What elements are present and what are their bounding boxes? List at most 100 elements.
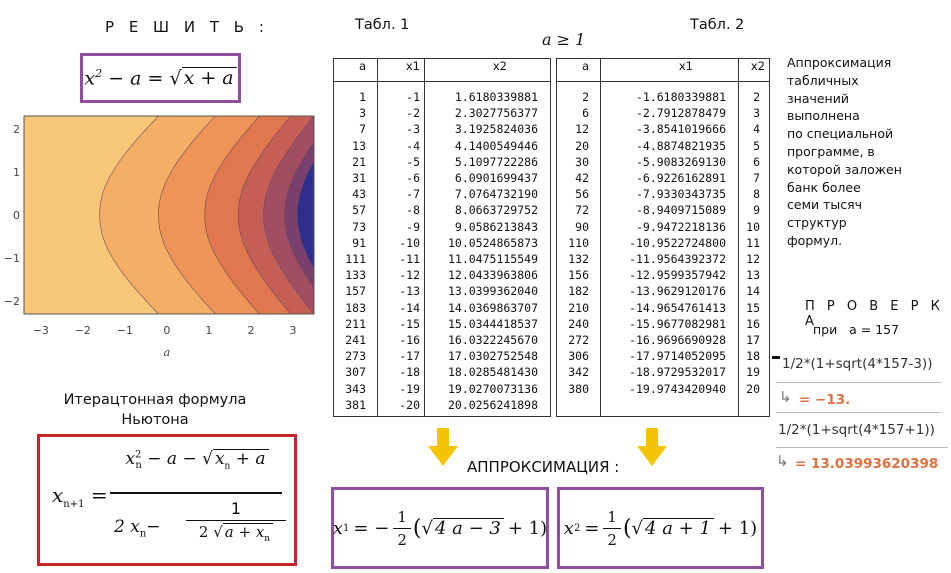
table2-cell: 380 [568, 381, 589, 396]
table1-cell: 1.6180339881 [454, 90, 538, 104]
table2-cell: -11.9564392372 [629, 252, 726, 266]
result-arrow-2-icon: ↳ [776, 452, 789, 470]
x2-sqrt-sign: √ [631, 517, 644, 539]
table1-cell: -14 [399, 300, 420, 315]
table2-cell: -18.9729532017 [629, 365, 726, 380]
newton-formula-box: xn+1 = x2n − a − √ xn + a 2 xn− 1 2 √ a + … [37, 434, 297, 566]
x-tick-label: 1 [205, 324, 212, 337]
den-frac-bar [186, 520, 286, 522]
condition-label: a ≥ 1 [542, 30, 586, 49]
x-axis-label: a [164, 346, 171, 359]
check-result-1: = −13. [799, 392, 851, 408]
table2-cell: -7.9330343735 [635, 187, 726, 202]
newton-lhs-sub: n+1 [63, 499, 85, 510]
table1-cell: 15.0344418537 [447, 316, 538, 331]
num-sup: 2 [135, 449, 142, 461]
table1-cell: -13 [399, 284, 420, 299]
table2-cell: -6.9226162891 [635, 171, 726, 185]
table1-cell: 157 [345, 284, 366, 299]
x1-lhs: x [332, 517, 344, 539]
x2-open-paren: ( [622, 515, 632, 541]
x-tick-label: 0 [163, 324, 170, 337]
check-expr-2[interactable]: 1/2*(1+sqrt(4*157+1)) [778, 422, 935, 438]
table1-cell: 307 [345, 365, 366, 380]
table1-cell: 18.0285481430 [447, 365, 538, 380]
x-tick-label: 2 [247, 324, 254, 337]
table2-cell: 56 [575, 187, 589, 202]
table2-cell: 9 [753, 203, 760, 218]
table2-cell: 72 [575, 203, 589, 218]
table1-cell: 1 [359, 90, 366, 104]
table1-cell: 43 [352, 187, 366, 202]
table1-cell: 5.1097722286 [454, 154, 538, 169]
check-expr-1[interactable]: 1/2*(1+sqrt(4*157-3)) [782, 356, 933, 372]
table2-cell: 18 [746, 349, 760, 364]
newton-fraction-bar [110, 492, 282, 494]
table2-cell: -13.9629120176 [629, 284, 726, 299]
table2-cell: -1.6180339881 [635, 90, 726, 104]
table1-cell: 381 [345, 397, 366, 412]
table2-cell: 240 [568, 316, 589, 331]
table1-cell: -4 [406, 138, 420, 153]
x1-sqrt-content: 4 a − 3 [432, 517, 504, 539]
x-tick-label: −2 [75, 324, 91, 337]
x1-half-den: 2 [397, 530, 407, 549]
table1-cell: -5 [406, 154, 420, 169]
down-arrow-left-icon [428, 428, 458, 466]
table2-cell: 156 [568, 268, 589, 283]
table1-cell: 91 [352, 235, 366, 250]
table2-cell: -10.9522724800 [629, 235, 726, 250]
table1-cell: -9 [406, 219, 420, 234]
x2-lhs: x [563, 517, 574, 539]
den-2x: 2 x [114, 517, 140, 537]
x-tick-label: −1 [117, 324, 133, 337]
table2-header-x2: x2 [750, 59, 765, 73]
table1-cell: -2 [406, 106, 420, 121]
x2-half-num: 1 [603, 508, 621, 529]
table1-cell: 211 [345, 316, 366, 331]
input-cursor [772, 356, 780, 359]
table1-cell: 241 [345, 333, 366, 347]
table2-cell: 42 [575, 171, 589, 185]
table1-cell: -1 [406, 90, 420, 104]
num-sqrt-sign: √ [202, 449, 213, 469]
table2-cell: 3 [753, 106, 760, 121]
approx-note: Аппроксимация табличных значений выполне… [787, 55, 902, 248]
den-frac-num: 1 [230, 499, 242, 518]
y-tick-label: 2 [13, 123, 20, 136]
table1-cell: -15 [399, 316, 420, 331]
table2-cell: 110 [568, 235, 589, 250]
table2-cell: 17 [746, 333, 760, 347]
table1-cell: -17 [399, 349, 420, 364]
table2-cell: -3.8541019666 [635, 122, 726, 137]
eq-x: x [84, 67, 96, 90]
solve-title: Р Е Ш И Т Ь : [105, 18, 269, 36]
table2-cell: 30 [575, 154, 589, 169]
table2-cell: 90 [575, 219, 589, 234]
table2-header-x1: x1 [678, 59, 693, 73]
x1-open-paren: ( [412, 515, 422, 541]
sqrt-sign: √ [169, 67, 182, 90]
table2-cell: 182 [568, 284, 589, 299]
table2-cell: 10 [746, 219, 760, 234]
table2-cell: 2 [582, 90, 589, 104]
table1-cell: 57 [352, 203, 366, 218]
equation-box: x2 − a = √ x + a [80, 53, 241, 103]
num-sqrt-rest: + a [235, 449, 266, 469]
table2-cell: 19 [746, 365, 760, 380]
table1-cell: -3 [406, 122, 420, 137]
table1-cell: 13.0399362040 [447, 284, 538, 299]
table1-cell: 7 [359, 122, 366, 137]
table2-cell: 13 [746, 268, 760, 283]
table1-cell: 3.1925824036 [454, 122, 538, 137]
newton-lhs: xn+1 = [52, 483, 108, 510]
contour-plot: −3 −2 −1 0 1 2 3 2 1 0 −1 −2 a [0, 112, 320, 367]
table1-cell: 16.0322245670 [447, 333, 538, 347]
table1-cell: -7 [406, 187, 420, 202]
table1-cell: 31 [352, 171, 366, 185]
x-tick-label: −3 [33, 324, 49, 337]
table2-col-x1 [600, 59, 739, 416]
equation: x2 − a = √ x + a [84, 67, 237, 90]
table2-cell: 4 [753, 122, 760, 137]
